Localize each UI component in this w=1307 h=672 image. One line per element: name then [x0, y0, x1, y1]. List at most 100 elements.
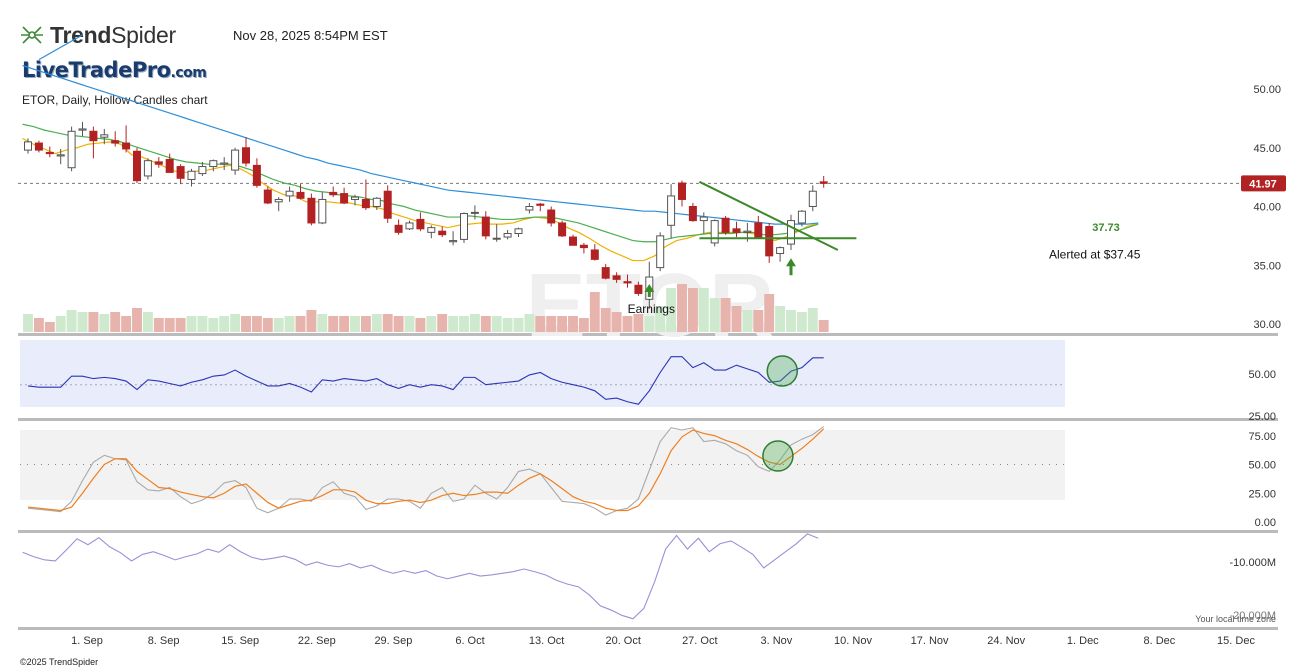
- x-axis-tick-label: 13. Oct: [529, 635, 564, 647]
- obv-line: [22, 533, 819, 620]
- volume-bar: [709, 298, 720, 332]
- panel-separator: [18, 333, 1278, 336]
- panel-separator: [18, 418, 1278, 421]
- volume-bar: [306, 310, 317, 332]
- volume-bar: [23, 314, 33, 332]
- candle-body: [776, 247, 785, 254]
- candle-body: [372, 197, 381, 207]
- price-tick-label: 35.00: [1253, 260, 1281, 272]
- x-axis-tick-label: 29. Sep: [374, 635, 412, 647]
- volume-bar: [208, 318, 219, 332]
- volume-bar: [502, 318, 513, 332]
- candle-body: [165, 159, 174, 173]
- volume-bar: [622, 316, 633, 332]
- candle-body: [329, 191, 338, 196]
- volume-bar: [121, 316, 132, 332]
- volume-bar: [644, 316, 655, 332]
- volume-bar: [295, 316, 306, 332]
- candle-body: [808, 190, 817, 208]
- watermark-tld: .com: [170, 65, 207, 81]
- candle-body: [143, 160, 152, 177]
- volume-bar: [371, 314, 382, 332]
- candle-body: [24, 141, 32, 151]
- volume-bar: [807, 308, 818, 332]
- candle-body: [460, 213, 468, 240]
- candle-body: [667, 195, 676, 226]
- candle-body: [710, 220, 719, 244]
- volume-bar: [437, 314, 448, 332]
- x-axis-tick-label: 27. Oct: [682, 635, 717, 647]
- livetradepro-watermark: LiveTradePro.com: [22, 58, 207, 82]
- volume-bar: [459, 316, 469, 332]
- candle-body: [438, 230, 447, 236]
- candle-body: [503, 233, 512, 238]
- stoch-band: [20, 430, 1065, 500]
- candle-body: [547, 209, 556, 224]
- panel-separator: [18, 627, 1278, 630]
- volume-bar: [666, 288, 677, 332]
- timestamp: Nov 28, 2025 8:54PM EST: [233, 28, 388, 43]
- candle-body: [242, 147, 250, 164]
- candle-body: [492, 237, 501, 240]
- price-tick-label: 30.00: [1253, 319, 1281, 331]
- x-axis-tick-label: 22. Sep: [298, 635, 336, 647]
- volume-bar: [513, 318, 524, 332]
- x-axis-tick-label: 6. Oct: [455, 635, 484, 647]
- candle-body: [296, 191, 305, 199]
- panel-separator: [18, 530, 1278, 533]
- volume-bar: [382, 314, 393, 332]
- volume-bar: [317, 314, 328, 332]
- candle-body: [732, 228, 741, 233]
- x-axis-tick-label: 1. Sep: [71, 635, 103, 647]
- candle-body: [318, 198, 327, 224]
- candle-body: [187, 170, 196, 180]
- candle-body: [721, 217, 730, 233]
- volume-bar: [415, 318, 426, 332]
- volume-bar: [786, 310, 796, 332]
- candle-body: [470, 211, 479, 214]
- volume-bar: [230, 314, 241, 332]
- volume-bar: [731, 306, 742, 332]
- x-axis-tick-label: 15. Dec: [1217, 635, 1255, 647]
- candle-body: [133, 150, 141, 182]
- volume-bar: [273, 318, 284, 332]
- x-axis-tick-label: 15. Sep: [221, 635, 259, 647]
- volume-bar: [44, 322, 55, 332]
- volume-bar: [469, 314, 480, 332]
- volume-bar: [568, 316, 578, 332]
- moving-average-line: [22, 123, 819, 243]
- candle-body: [383, 190, 392, 219]
- volume-bar: [448, 316, 459, 332]
- price-tick-label: 45.00: [1253, 143, 1281, 155]
- candle-body: [56, 154, 65, 157]
- last-price-label: 41.97: [1249, 178, 1277, 190]
- candle-body: [89, 130, 98, 142]
- volume-bar: [153, 318, 164, 332]
- candle-body: [111, 140, 120, 144]
- trendline-price-label: 37.73: [1092, 222, 1120, 234]
- volume-bar: [589, 292, 600, 332]
- volume-bar: [262, 318, 273, 332]
- volume-bar: [99, 314, 110, 332]
- candle-body: [688, 206, 697, 222]
- candle-body: [122, 142, 131, 150]
- volume-bar: [524, 314, 535, 332]
- rsi-highlight-circle: [766, 355, 799, 387]
- candle-body: [34, 142, 43, 151]
- volume-bar: [175, 318, 186, 332]
- candle-body: [307, 197, 316, 224]
- volume-bar: [88, 312, 99, 332]
- volume-bar: [284, 316, 295, 332]
- candle-body: [351, 196, 359, 200]
- volume-bar: [491, 316, 502, 332]
- candle-body: [699, 216, 708, 222]
- volume-bar: [753, 310, 764, 332]
- candle-body: [231, 149, 240, 171]
- candle-body: [634, 284, 643, 294]
- candle-body: [612, 275, 621, 280]
- candle-body: [394, 224, 403, 233]
- volume-bar: [687, 288, 698, 332]
- volume-bar: [535, 316, 546, 332]
- x-axis-tick-label: 3. Nov: [761, 635, 793, 647]
